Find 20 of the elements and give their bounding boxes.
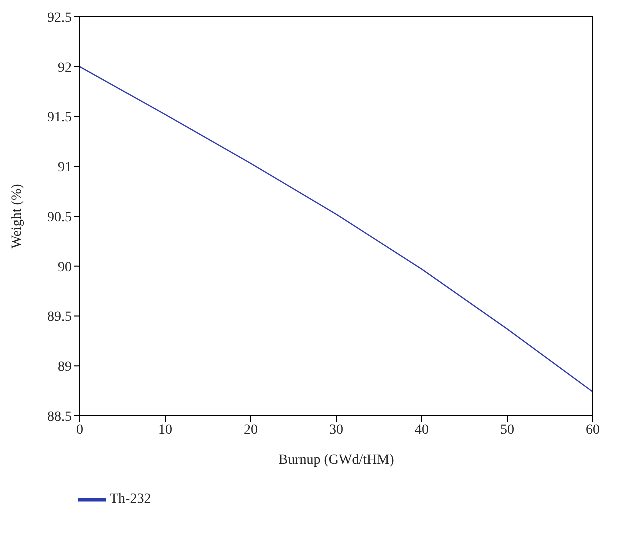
y-tick-label: 92 <box>58 60 72 76</box>
y-tick-label: 91.5 <box>48 110 72 126</box>
x-tick-label: 0 <box>76 422 84 438</box>
x-axis-title: Burnup (GWd/tHM) <box>278 453 395 468</box>
x-tick-label: 50 <box>500 422 514 438</box>
x-tick-label: 60 <box>586 422 600 438</box>
y-tick-label: 90.5 <box>48 210 72 226</box>
x-tick-label: 40 <box>415 422 429 438</box>
x-tick-label: 10 <box>158 422 172 438</box>
line-series <box>80 66 593 393</box>
legend-label: Th-232 <box>110 492 152 508</box>
y-axis-title: Weight (%) <box>10 184 25 249</box>
y-tick-label: 89 <box>58 360 72 376</box>
x-tick-label: 30 <box>330 422 344 438</box>
y-tick-label: 90 <box>58 260 72 276</box>
x-tick-label: 20 <box>244 422 258 438</box>
y-tick-label: 88.5 <box>48 410 72 425</box>
y-tick-label: 91 <box>58 160 72 176</box>
y-tick-label: 89.5 <box>48 310 72 326</box>
y-tick-label: 92.5 <box>48 10 72 26</box>
